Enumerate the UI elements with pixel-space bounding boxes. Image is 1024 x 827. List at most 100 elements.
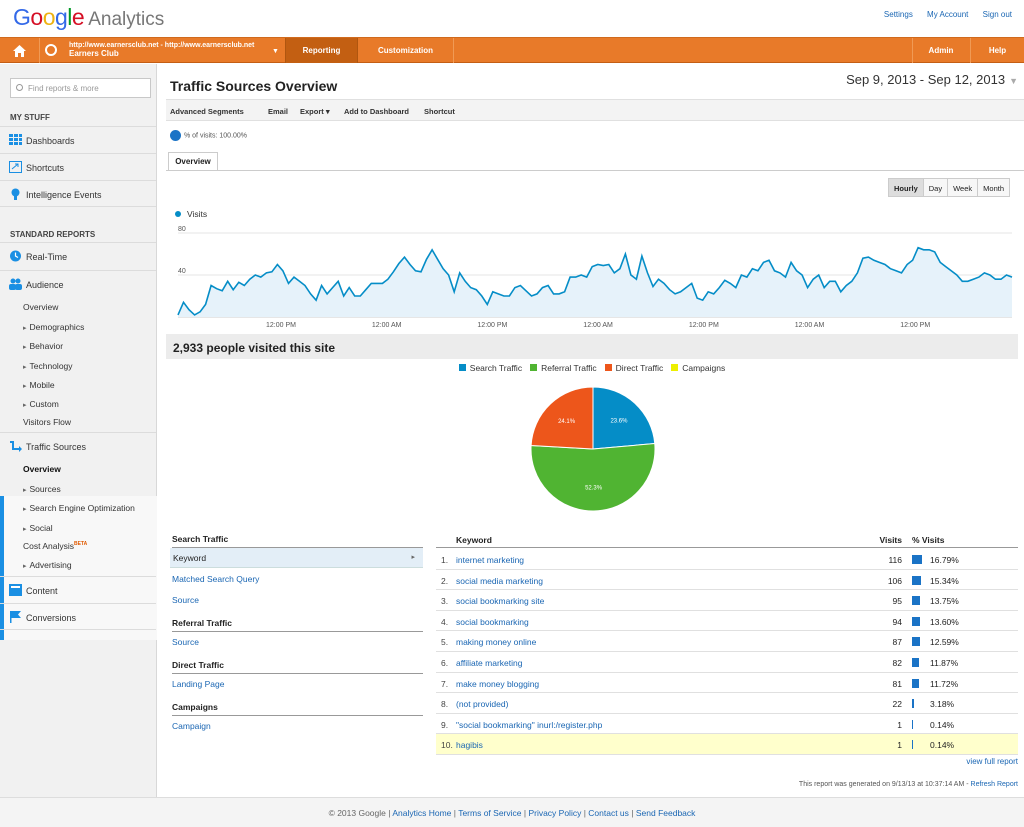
shortcut-button[interactable]: Shortcut (424, 107, 455, 116)
export-label: Export (300, 107, 324, 116)
page-title: Traffic Sources Overview (170, 78, 338, 94)
section-my-stuff: MY STUFF (10, 113, 50, 122)
table-row: 6. affiliate marketing 82 11.87% (436, 652, 1018, 673)
sidebar-audience-technology[interactable]: Technology (23, 361, 73, 371)
sidebar-audience-demographics[interactable]: Demographics (23, 322, 85, 332)
percent-value: 15.34% (930, 575, 959, 586)
cost-analysis-label: Cost Analysis (23, 541, 75, 551)
keyword-link[interactable]: "social bookmarking" inurl:/register.php (456, 719, 603, 730)
email-button[interactable]: Email (268, 107, 289, 116)
keyword-link[interactable]: social bookmarking (456, 616, 529, 627)
sidebar-ts-seo[interactable]: Search Engine Optimization (23, 503, 135, 513)
contact-link[interactable]: Contact us (588, 808, 629, 818)
day-button[interactable]: Day (922, 179, 948, 196)
tab-customization[interactable]: Customization (358, 38, 454, 63)
percent-bar (912, 699, 914, 709)
google-analytics-logo[interactable]: Google Analytics (13, 4, 165, 30)
tab-help[interactable]: Help (970, 38, 1024, 63)
visits-summary: 2,933 people visited this site (166, 334, 1018, 359)
my-account-link[interactable]: My Account (927, 10, 969, 19)
pie-slice-label: 23.6% (610, 419, 628, 425)
sign-out-link[interactable]: Sign out (982, 10, 1012, 19)
tab-admin[interactable]: Admin (912, 38, 969, 63)
row-number: 7. (441, 678, 449, 689)
percent-value: 12.59% (930, 637, 959, 648)
sidebar-item-conversions[interactable]: Conversions (0, 603, 156, 630)
copyright: © 2013 Google (328, 808, 386, 818)
sidebar-item-intelligence[interactable]: Intelligence Events (0, 180, 156, 207)
percent-bar (912, 616, 921, 626)
main-content: Traffic Sources Overview Sep 9, 2013 - S… (160, 64, 1024, 797)
row-number: 3. (441, 596, 449, 607)
add-to-dashboard-button[interactable]: Add to Dashboard (344, 107, 409, 116)
dim-search-source[interactable]: Source (172, 595, 199, 605)
visits-value: 94 (892, 616, 902, 627)
account-url: http://www.earnersclub.net - http://www.… (69, 42, 255, 49)
send-feedback-link[interactable]: Send Feedback (635, 808, 696, 818)
advanced-segments-button[interactable]: Advanced Segments (170, 107, 244, 116)
tab-reporting[interactable]: Reporting (285, 38, 358, 63)
date-range-picker[interactable]: Sep 9, 2013 - Sep 12, 2013 ▼ (846, 72, 1018, 87)
refresh-report-link[interactable]: Refresh Report (970, 781, 1018, 788)
sidebar-ts-social[interactable]: Social (23, 523, 53, 533)
dim-referral-source[interactable]: Source (172, 637, 199, 647)
sidebar-item-label: Real-Time (26, 252, 68, 262)
table-row: 8. (not provided) 22 3.18% (436, 693, 1018, 714)
sidebar-item-label: Audience (26, 280, 64, 290)
sidebar-ts-advertising[interactable]: Advertising (23, 560, 72, 570)
dim-keyword-selected[interactable]: Keyword ▸ (170, 548, 423, 568)
sidebar-item-label: Intelligence Events (26, 190, 102, 200)
sidebar-audience-behavior[interactable]: Behavior (23, 341, 64, 351)
analytics-home-link[interactable]: Analytics Home (392, 808, 452, 818)
hourly-button[interactable]: Hourly (889, 179, 923, 196)
sidebar-ts-overview[interactable]: Overview (23, 464, 61, 474)
sidebar-item-realtime[interactable]: Real-Time (0, 242, 156, 269)
sidebar-audience-visitors-flow[interactable]: Visitors Flow (23, 417, 72, 427)
legend-label: Campaigns (682, 363, 726, 373)
view-full-report-link[interactable]: view full report (966, 757, 1018, 766)
sidebar-item-audience[interactable]: Audience (0, 270, 156, 297)
content-icon (9, 584, 22, 596)
tab-overview[interactable]: Overview (168, 152, 218, 171)
chevron-down-icon[interactable]: ▼ (272, 48, 279, 55)
settings-link[interactable]: Settings (883, 10, 913, 19)
month-button[interactable]: Month (977, 179, 1010, 196)
sidebar-audience-custom[interactable]: Custom (23, 399, 59, 409)
dim-keyword-label: Keyword (173, 553, 207, 563)
percent-value: 11.72% (930, 678, 959, 689)
week-button[interactable]: Week (947, 179, 978, 196)
pie-slice (530, 443, 656, 512)
account-selector[interactable]: http://www.earnersclub.net - http://www.… (69, 42, 254, 58)
dim-landing-page[interactable]: Landing Page (172, 679, 225, 689)
sidebar-audience-overview[interactable]: Overview (23, 302, 59, 312)
x-tick-label: 12:00 AM (372, 322, 402, 329)
keyword-link[interactable]: (not provided) (456, 699, 509, 710)
home-button[interactable] (0, 38, 40, 63)
sidebar-item-dashboards[interactable]: Dashboards (0, 126, 156, 153)
sidebar-item-traffic-sources[interactable]: Traffic Sources (0, 432, 156, 459)
percent-value: 3.18% (930, 699, 955, 710)
export-button[interactable]: Export ▾ (300, 107, 330, 116)
privacy-link[interactable]: Privacy Policy (528, 808, 582, 818)
keyword-link[interactable]: making money online (456, 637, 537, 648)
sidebar-item-shortcuts[interactable]: Shortcuts (0, 153, 156, 180)
dim-matched-search-query[interactable]: Matched Search Query (172, 574, 260, 584)
keyword-link[interactable]: social bookmarking site (456, 596, 545, 607)
legend-item: Direct Traffic (604, 363, 663, 373)
sidebar-item-content[interactable]: Content (0, 576, 156, 603)
dim-campaign[interactable]: Campaign (172, 721, 211, 731)
keyword-link[interactable]: internet marketing (456, 555, 525, 565)
sidebar-audience-mobile[interactable]: Mobile (23, 380, 55, 390)
row-number: 5. (441, 637, 449, 648)
visits-column-header: Visits (879, 535, 902, 545)
search-input[interactable]: Find reports & more (10, 78, 151, 98)
keyword-link[interactable]: make money blogging (456, 678, 540, 689)
x-tick-label: 12:00 AM (583, 322, 613, 329)
keyword-link[interactable]: hagibis (456, 740, 483, 751)
sidebar-ts-cost-analysis[interactable]: Cost AnalysisBETA (23, 541, 87, 551)
keyword-link[interactable]: social media marketing (456, 575, 543, 586)
terms-link[interactable]: Terms of Service (458, 808, 522, 818)
sidebar-ts-sources[interactable]: Sources (23, 484, 61, 494)
keyword-link[interactable]: affiliate marketing (456, 658, 523, 668)
segment-indicator[interactable]: % of visits: 100.00% (170, 130, 247, 141)
